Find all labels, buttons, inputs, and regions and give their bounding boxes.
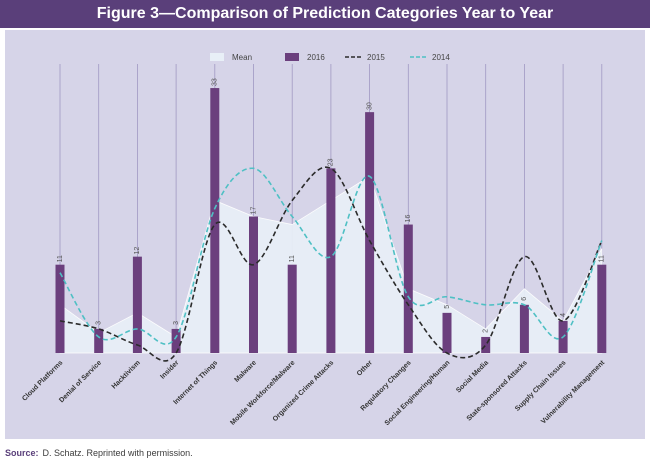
bar-2016: [171, 328, 181, 353]
bar-data-label: 11: [289, 255, 296, 262]
source-note: Source: D. Schatz. Reprinted with permiss…: [5, 448, 193, 458]
bar-2016: [287, 264, 297, 353]
legend-label: 2015: [367, 53, 385, 62]
category-label: Other: [356, 359, 374, 377]
line-2014: [59, 167, 603, 345]
legend-label: Mean: [232, 53, 252, 62]
legend-label: 2016: [307, 53, 325, 62]
bar-2016: [481, 336, 491, 353]
bar-2016: [597, 264, 607, 353]
category-label: Mobile Workforce/Malware: [229, 359, 296, 426]
bar-data-label: 3: [96, 321, 103, 325]
bar-data-label: 23: [328, 158, 335, 166]
bar-2016: [326, 168, 336, 353]
source-label: Source:: [5, 448, 39, 458]
bar-2016: [132, 256, 142, 353]
bar-data-label: 33: [212, 78, 219, 86]
category-label: Insider: [159, 359, 180, 380]
bar-data-label: 4: [560, 313, 567, 317]
category-label: Malware: [233, 359, 258, 384]
bar-2016: [210, 88, 220, 354]
bar-2016: [55, 264, 65, 353]
bar-2016: [519, 304, 529, 353]
bar-2016: [94, 328, 104, 353]
bar-data-label: 2: [483, 329, 490, 333]
bar-2016: [249, 216, 258, 353]
category-label: Social Engineering/Human: [384, 359, 452, 427]
legend-swatch-2016: [285, 53, 299, 61]
category-label: Social Media: [455, 359, 490, 394]
bar-data-label: 30: [366, 102, 373, 110]
bar-data-label: 5: [444, 305, 451, 309]
category-label: Denial of Service: [58, 359, 103, 404]
legend-label: 2014: [432, 53, 450, 62]
bar-2016: [365, 112, 375, 354]
legend-swatch-mean: [210, 53, 224, 61]
category-label: Hacktivism: [111, 359, 142, 390]
line-2015: [59, 166, 603, 362]
bar-data-label: 17: [250, 207, 257, 215]
category-label: Vulnerability Management: [540, 359, 607, 426]
bar-data-label: 3: [173, 321, 180, 325]
bar-data-label: 12: [134, 247, 141, 255]
bar-data-label: 11: [57, 255, 64, 262]
bar-data-label: 6: [521, 297, 528, 301]
figure-title: Figure 3—Comparison of Prediction Catego…: [0, 0, 650, 28]
bar-data-label: 16: [405, 215, 412, 223]
chart-panel: 11 3 12 3 33 17 11 23 30 16 5 2 6 4 11 Cloud Platforms D…: [5, 30, 645, 439]
bar-2016: [442, 312, 452, 353]
bar-2016: [403, 224, 413, 353]
category-label: Cloud Platforms: [21, 359, 64, 402]
bar-data-label: 11: [599, 255, 606, 262]
category-label: Internet of Things: [172, 359, 219, 406]
source-text: D. Schatz. Reprinted with permission.: [42, 448, 193, 458]
